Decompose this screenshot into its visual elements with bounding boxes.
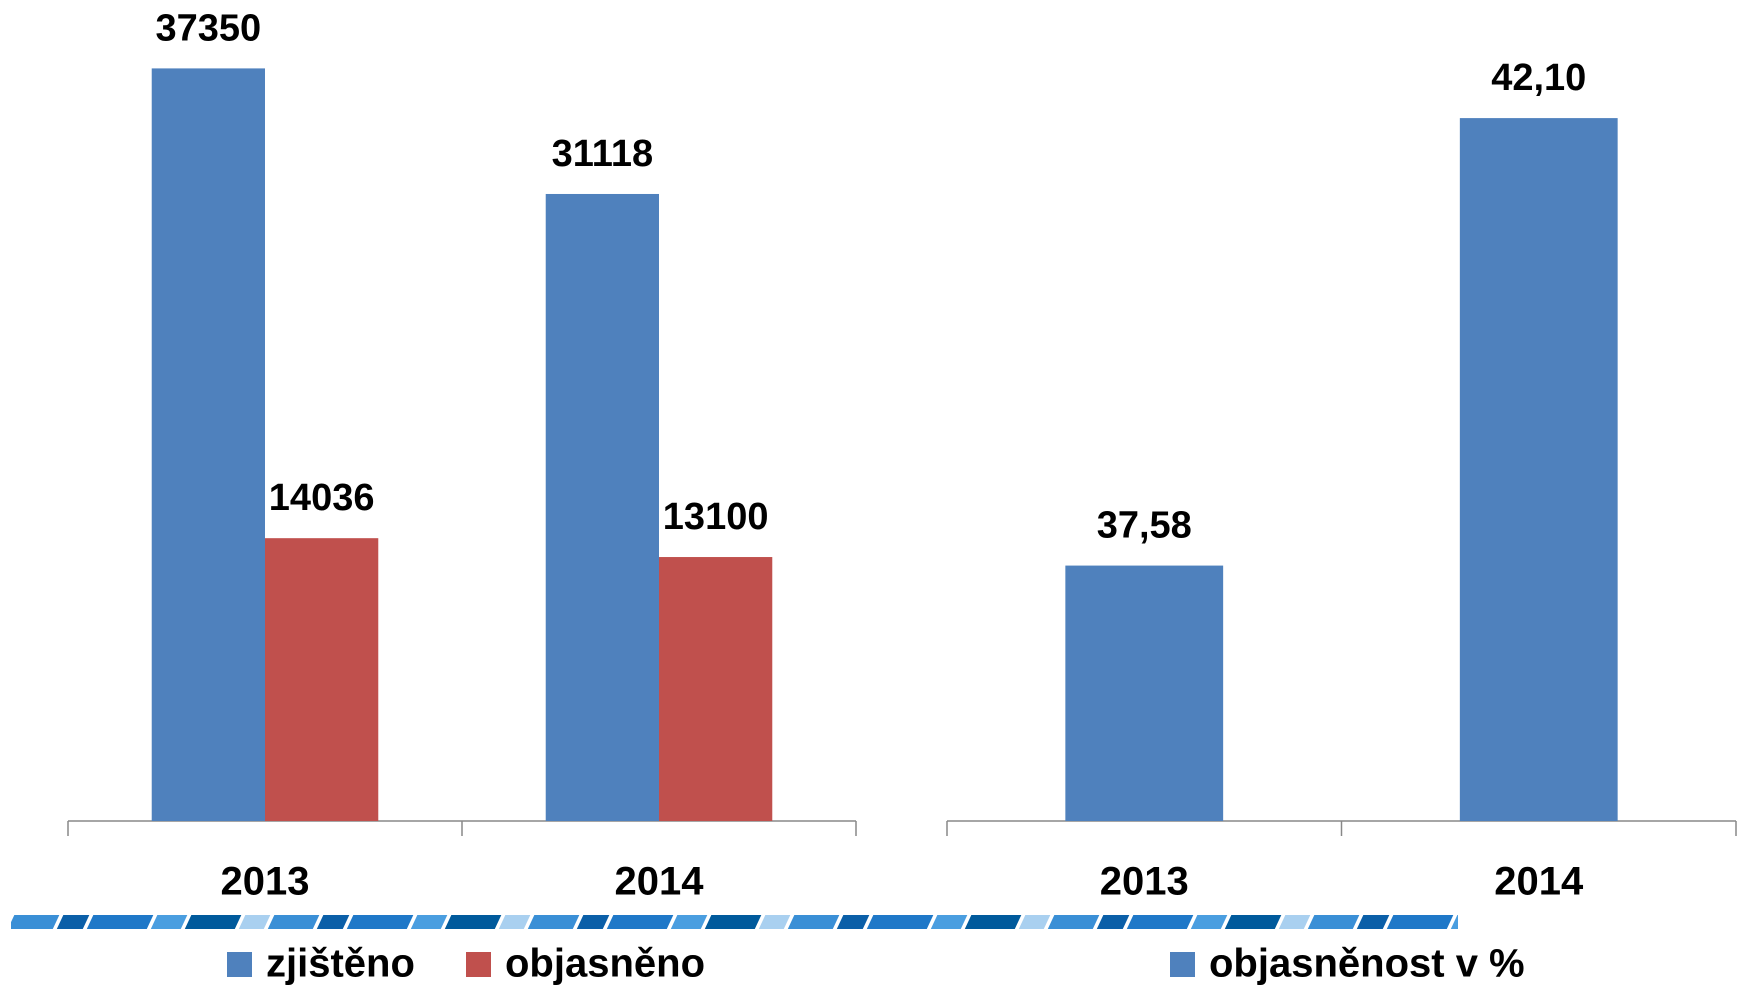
bar — [659, 557, 773, 821]
bar — [1459, 118, 1618, 822]
x-tick-label: 2013 — [221, 860, 310, 904]
legend-swatch — [1170, 952, 1195, 977]
data-label: 42,10 — [1491, 57, 1586, 99]
bar — [265, 538, 379, 821]
data-label: 13100 — [663, 496, 769, 538]
data-label: 37,58 — [1097, 505, 1192, 547]
data-label: 31118 — [552, 133, 653, 175]
legend-swatch — [466, 952, 491, 977]
legend-swatch — [227, 952, 252, 977]
legend-label: zjištěno — [266, 942, 415, 986]
x-tick-label: 2014 — [1494, 860, 1584, 904]
data-label: 37350 — [156, 7, 262, 49]
data-label: 14036 — [269, 477, 375, 519]
legend-label: objasněno — [505, 942, 705, 986]
bar — [1065, 565, 1224, 821]
decorative-stripe — [11, 915, 1458, 929]
bar — [545, 193, 659, 822]
x-tick-label: 2013 — [1100, 860, 1189, 904]
bar — [151, 68, 265, 821]
x-tick-label: 2014 — [615, 860, 705, 904]
legend-label: objasněnost v % — [1209, 942, 1525, 986]
